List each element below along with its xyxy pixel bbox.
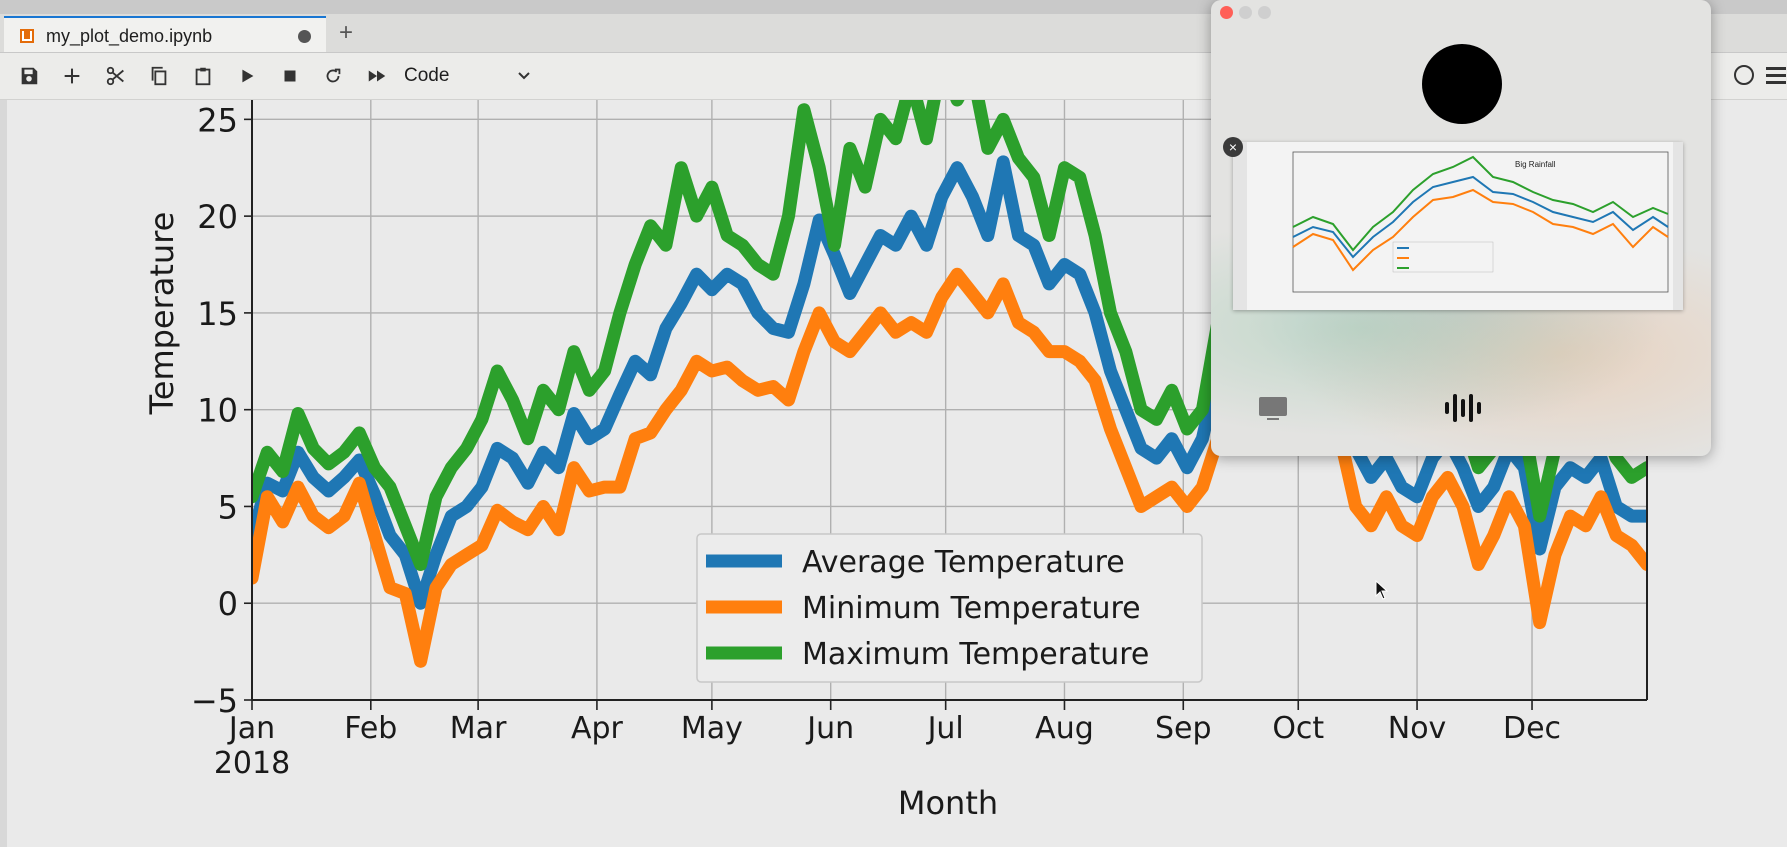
thumbnail-annotation: Big Rainfall	[1515, 160, 1556, 169]
audio-waveform-icon[interactable]	[1443, 390, 1483, 426]
x-tick-label: Jun	[805, 711, 854, 746]
notebook-icon	[20, 29, 34, 43]
close-window-icon[interactable]	[1220, 6, 1233, 19]
chart-thumbnail[interactable]: Big Rainfall	[1233, 142, 1683, 310]
kernel-status-icon	[1734, 65, 1754, 85]
paste-icon[interactable]	[186, 59, 220, 93]
y-tick-label: 20	[197, 198, 238, 236]
cell-left-edge	[0, 100, 7, 847]
stop-icon[interactable]	[273, 59, 307, 93]
x-axis-label: Month	[898, 784, 998, 822]
screen-recorder-popup: Big Rainfall ×	[1211, 0, 1711, 456]
y-tick-label: 10	[197, 392, 238, 430]
x-tick-label: Apr	[571, 711, 624, 746]
legend: Average Temperature Minimum Temperature Ma…	[696, 533, 1203, 683]
x-tick-label: Nov	[1388, 711, 1447, 746]
y-axis-label: Temperature	[143, 212, 181, 416]
y-tick-label: 25	[197, 101, 238, 139]
legend-label: Average Temperature	[802, 545, 1125, 580]
x-tick-label: Sep	[1155, 711, 1212, 746]
y-tick-label: −5	[191, 682, 238, 720]
chevron-down-icon	[516, 61, 532, 101]
y-tick-label: 15	[197, 295, 238, 333]
copy-icon[interactable]	[142, 59, 176, 93]
tab-title: my_plot_demo.ipynb	[46, 26, 213, 46]
x-tick-label: Oct	[1272, 711, 1324, 746]
unsaved-dot-icon[interactable]	[298, 30, 311, 43]
x-tick-label: Mar	[450, 711, 507, 746]
x-tick-label: Aug	[1035, 711, 1094, 746]
legend-label: Minimum Temperature	[802, 591, 1141, 626]
minimize-window-icon[interactable]	[1239, 6, 1252, 19]
fast-forward-icon[interactable]	[360, 59, 394, 93]
y-tick-label: 5	[218, 488, 238, 526]
zoom-window-icon[interactable]	[1258, 6, 1271, 19]
x-tick-label: May	[681, 711, 743, 746]
x-tick-label: Jul	[926, 711, 964, 746]
series-line-average-temperature	[252, 155, 1647, 610]
y-tick-label: 0	[218, 585, 238, 623]
thumbnail-close-button[interactable]: ×	[1223, 137, 1243, 157]
add-cell-icon[interactable]	[55, 59, 89, 93]
legend-label: Maximum Temperature	[802, 637, 1149, 672]
restart-icon[interactable]	[316, 59, 350, 93]
cell-type-value: Code	[404, 65, 450, 86]
screen-icon[interactable]	[1257, 393, 1289, 423]
cell-type-dropdown[interactable]: Code	[404, 61, 532, 91]
new-tab-button[interactable]: +	[338, 19, 353, 46]
legend-box	[696, 533, 1203, 683]
mouse-cursor-icon	[1375, 580, 1389, 600]
series-line-minimum-temperature	[252, 267, 1647, 668]
notebook-tab[interactable]: my_plot_demo.ipynb	[4, 16, 326, 52]
x-tick-label: Jan	[227, 711, 275, 746]
x-tick-label: Dec	[1503, 711, 1561, 746]
x-year-label: 2018	[214, 746, 290, 781]
menu-icon[interactable]	[1766, 67, 1786, 88]
record-button[interactable]	[1422, 44, 1502, 124]
save-icon[interactable]	[12, 59, 46, 93]
run-icon[interactable]	[230, 59, 264, 93]
cut-icon[interactable]	[99, 59, 133, 93]
x-tick-label: Feb	[344, 711, 397, 746]
